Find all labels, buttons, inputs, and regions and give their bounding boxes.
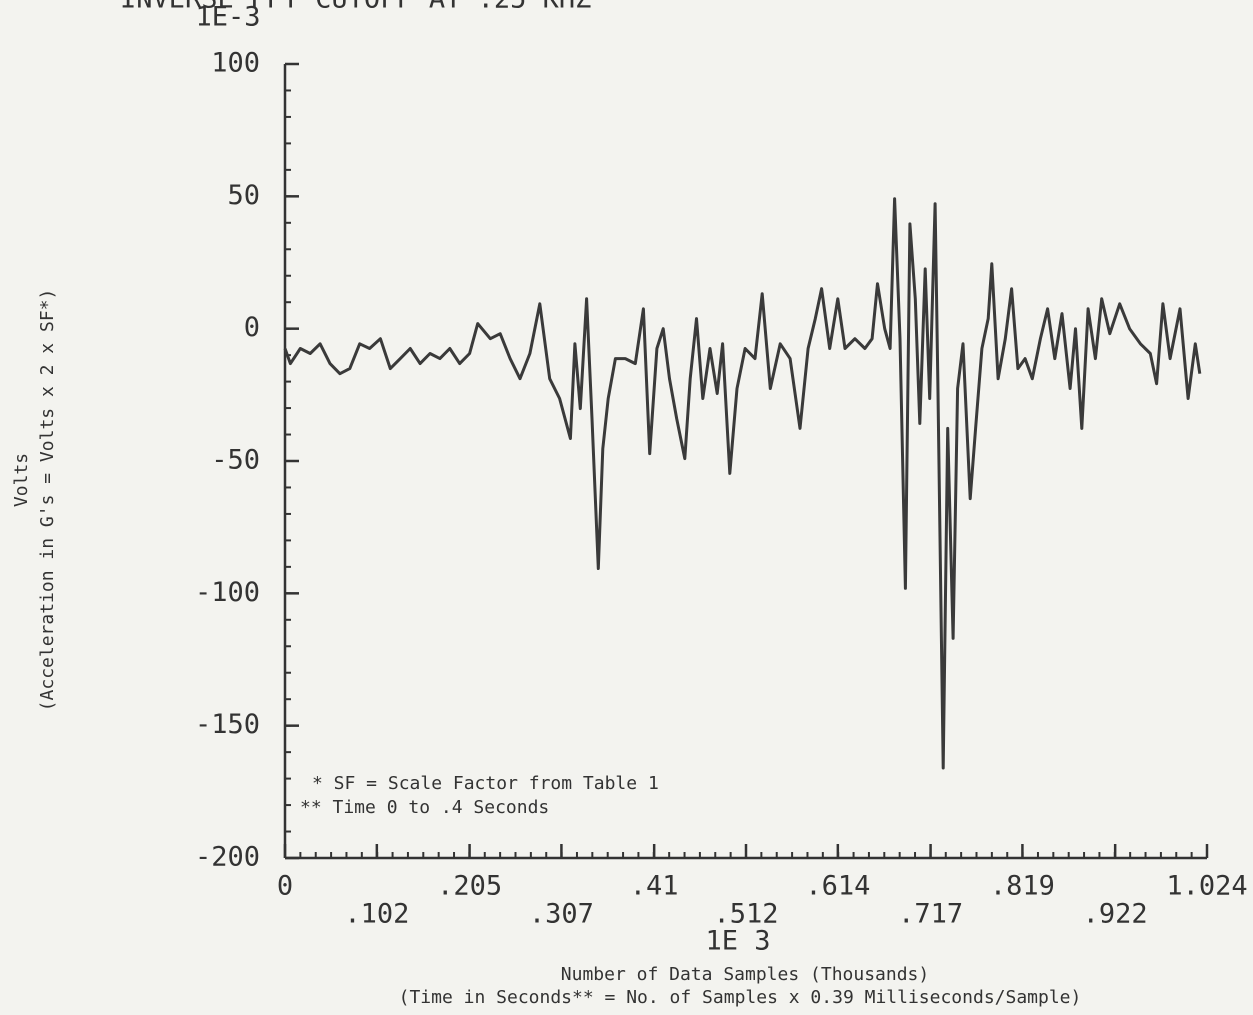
x-tick-label: 0 [277,871,293,902]
x-tick-label: .512 [713,899,778,930]
x-tick-label: .819 [990,871,1055,902]
x-tick-label: .717 [898,899,963,930]
chart-title: INVERSE FFT CUTOFF AT .25 KHZ [120,0,591,15]
y-tick-label: -50 [211,445,260,476]
x-tick-label: .41 [630,871,679,902]
x-tick-label: .102 [344,899,409,930]
y-tick-label: 100 [211,48,260,79]
x-tick-label: .614 [805,871,870,902]
x-axis-label: Number of Data Samples (Thousands) [561,964,929,985]
y-tick-label: -100 [195,577,260,608]
y-tick-label: -200 [195,842,260,873]
x-tick-label: 1.024 [1166,871,1247,902]
x-tick-label: .922 [1083,899,1148,930]
x-tick-label: .205 [437,871,502,902]
annotation: ** Time 0 to .4 Seconds [300,797,549,818]
annotation: * SF = Scale Factor from Table 1 [312,773,659,794]
x-axis-sublabel: (Time in Seconds** = No. of Samples x 0.… [399,987,1082,1008]
y-tick-label: -150 [195,709,260,740]
y-axis-sublabel: (Acceleration in G's = Volts x 2 x SF*) [37,289,58,712]
y-tick-label: 50 [227,180,260,211]
data-line [283,197,1202,770]
x-tick-label: .307 [529,899,594,930]
y-tick-label: 0 [244,312,260,343]
y-multiplier: 1E-3 [195,2,260,33]
x-multiplier: 1E 3 [705,926,770,957]
y-axis-label: Volts [11,453,32,507]
